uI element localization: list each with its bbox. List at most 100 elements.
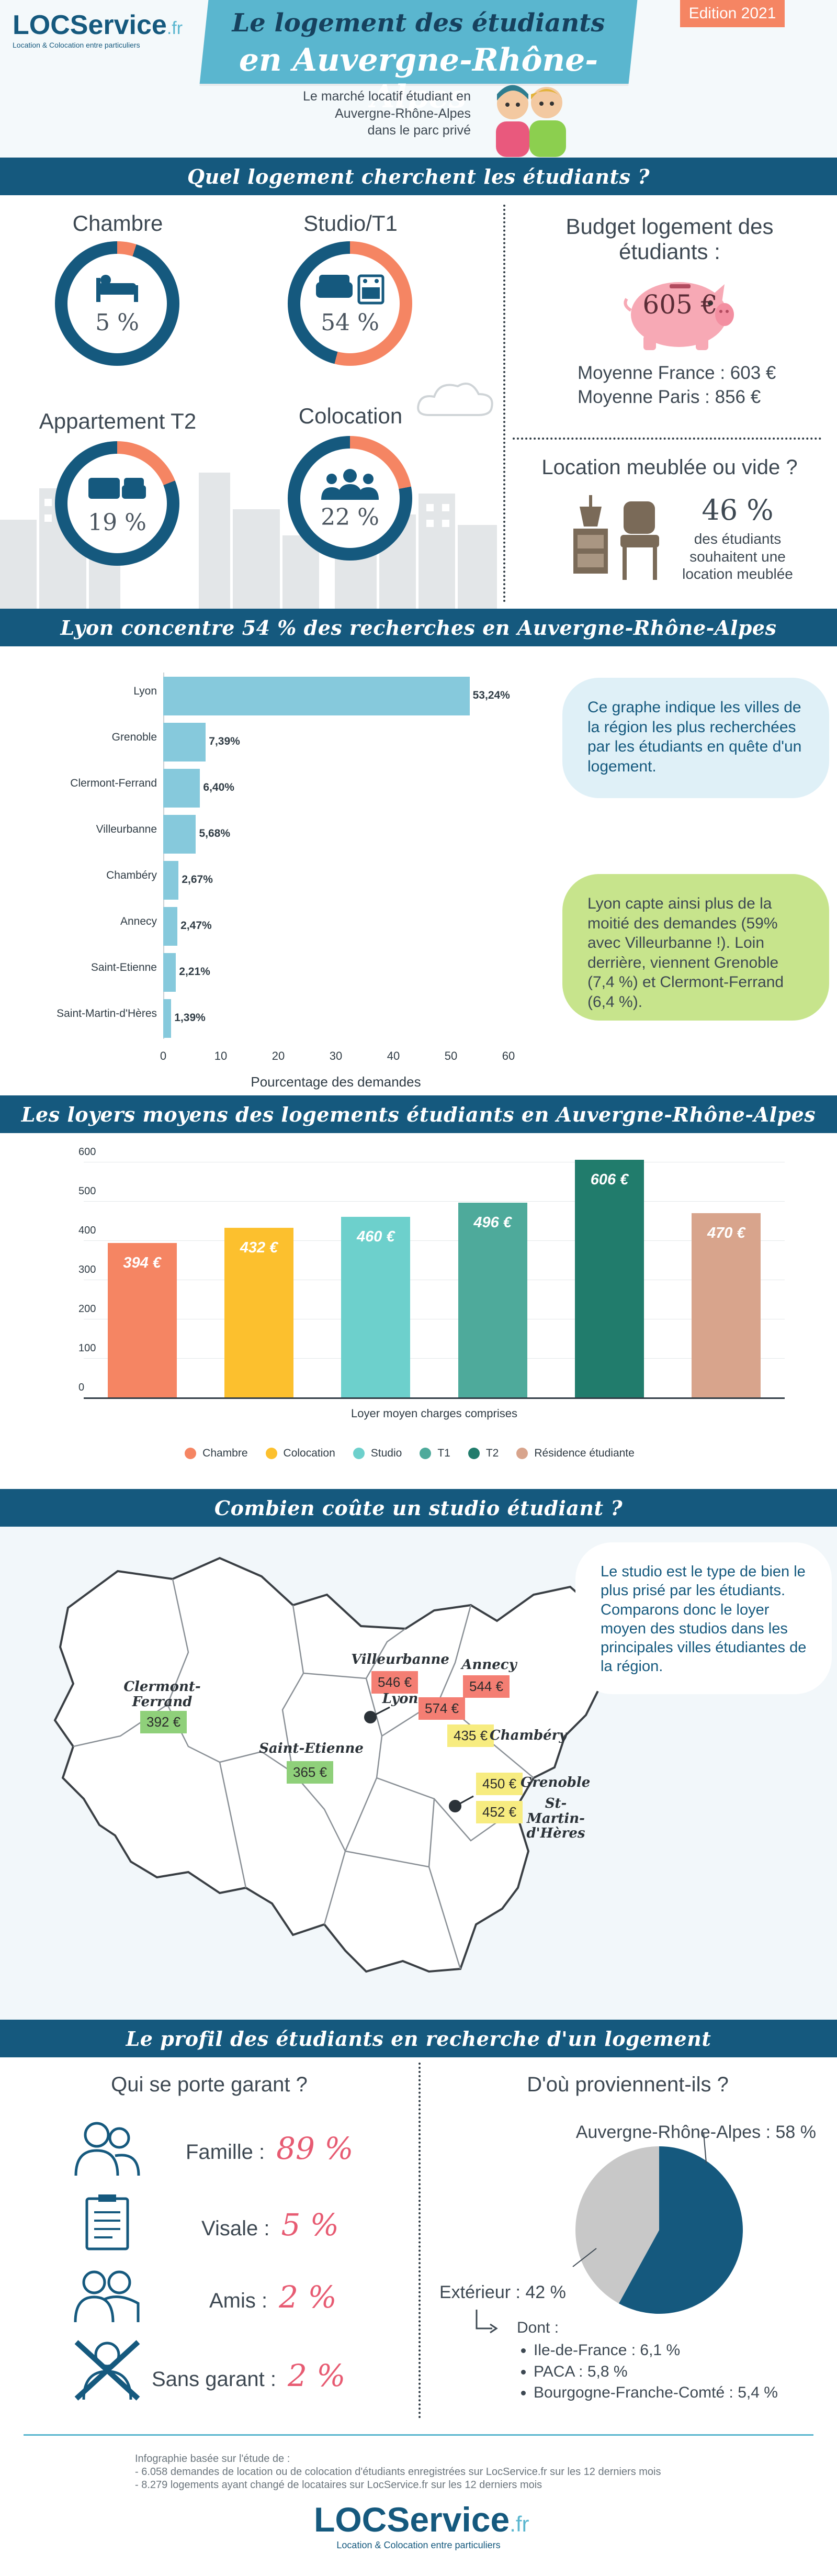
logo-main: LOCService: [13, 10, 167, 40]
bar-value-label: 53,24%: [472, 689, 510, 701]
bar-value-label: 460 €: [357, 1228, 395, 1245]
footer-logo-suffix: .fr: [510, 2512, 529, 2536]
y-tick-label: 100: [78, 1342, 96, 1354]
section5-banner: Le profil des étudiants en recherche d'u…: [0, 2020, 837, 2057]
city-demand-chart: Lyon 53,24% Grenoble 7,39% Clermont-Ferrand 6…: [0, 646, 555, 1096]
legend-item: T2: [468, 1447, 499, 1460]
donut-t2: 19 %: [55, 441, 179, 566]
bar: [163, 815, 196, 854]
logo-tagline: Location & Colocation entre particuliers: [13, 41, 140, 49]
type-label-t2: Appartement T2: [39, 409, 197, 433]
city-lyon: Lyon: [382, 1691, 418, 1707]
origin-title: D'où proviennent-ils ?: [527, 2073, 729, 2096]
budget-paris: Moyenne Paris : 856 €: [578, 387, 761, 407]
type-label-coloc: Colocation: [298, 404, 403, 428]
footer-note2: - 8.279 logements ayant changé de locata…: [135, 2479, 542, 2491]
y-tick-label: 600: [78, 1146, 96, 1158]
bar-value-label: 394 €: [123, 1254, 161, 1271]
bar-category-label: Saint-Etienne: [91, 961, 157, 973]
y-tick-label: 400: [78, 1225, 96, 1236]
footer-note-title: Infographie basée sur l'étude de :: [135, 2453, 290, 2465]
donut-value-studio: 54 %: [321, 309, 379, 336]
grid-line: [84, 1240, 785, 1241]
legend-swatch: [516, 1448, 528, 1460]
bar: [224, 1228, 293, 1397]
bar: [163, 769, 200, 808]
garant-family: Famille : 89 %: [186, 2131, 354, 2166]
furnished-text-line3: location meublée: [682, 566, 793, 583]
logo[interactable]: LOCService.fr Location & Colocation entr…: [13, 12, 183, 49]
chart-axis-y: [163, 673, 164, 1039]
bar: [163, 907, 178, 946]
footer-logo[interactable]: LOCService.fr Location & Colocation entr…: [314, 2500, 529, 2551]
bar-value-label: 2,67%: [182, 873, 213, 886]
piggy-bank-icon: [624, 282, 734, 350]
legend-swatch: [185, 1448, 197, 1460]
city-chambery: Chambéry: [490, 1728, 567, 1743]
city-clermont: Clermont-Ferrand: [123, 1679, 201, 1710]
garant-visale: Visale : 5 %: [201, 2207, 339, 2243]
donut-value-chambre: 5 %: [95, 309, 139, 336]
bar-value-label: 432 €: [240, 1239, 278, 1256]
legend-swatch: [265, 1448, 277, 1460]
furniture-icon: [573, 495, 659, 580]
legend-label: Chambre: [202, 1447, 248, 1459]
group-icon: [321, 469, 379, 500]
footer-logo-main: LOCService: [314, 2500, 510, 2539]
legend-item: Chambre: [185, 1447, 248, 1460]
y-tick-label: 0: [78, 1382, 85, 1393]
cloud-icon: [417, 383, 493, 416]
garant-title: Qui se porte garant ?: [111, 2073, 308, 2096]
footer-rule: [24, 2434, 813, 2436]
no-guarantor-icon: [74, 2340, 140, 2401]
garant-visale-value: 5 %: [281, 2207, 339, 2243]
bar-value-label: 6,40%: [203, 781, 234, 793]
city-st-martin: St-Martin-d'Hères: [526, 1796, 585, 1842]
x-tick-label: 50: [444, 1049, 458, 1062]
page-title-line1: Le logement des étudiants: [232, 8, 605, 38]
price-chambery: 435 €: [447, 1724, 494, 1747]
origin-list-item: Bourgogne-Franche-Comté : 5,4 %: [534, 2382, 778, 2404]
legend-label: Colocation: [283, 1447, 335, 1459]
subtitle-line1: Le marché locatif étudiant en: [302, 89, 471, 104]
bar: [163, 999, 172, 1038]
x-axis-label: Loyer moyen charges comprises: [351, 1407, 517, 1420]
price-st-martin: 452 €: [476, 1801, 523, 1823]
info-bubble-studio: Le studio est le type de bien le plus pr…: [575, 1542, 832, 1694]
furnished-text: des étudiants souhaitent une location me…: [680, 530, 795, 583]
bar: [575, 1159, 644, 1397]
page-title-line2: en Auvergne-Rhône-Alpes: [239, 42, 598, 115]
grid-line: [84, 1358, 785, 1359]
y-tick-label: 200: [78, 1303, 96, 1315]
legend-swatch: [468, 1448, 480, 1460]
city-grenoble: Grenoble: [521, 1775, 591, 1790]
city-villeurbanne: Villeurbanne: [351, 1652, 449, 1667]
section4-banner: Combien coûte un studio étudiant ?: [0, 1489, 837, 1527]
bed-sofa-icon: [88, 478, 146, 499]
section1: Chambre Studio/T1 Appartement T2 Colocat…: [0, 195, 837, 609]
legend-label: Studio: [370, 1447, 402, 1459]
bar: [692, 1213, 761, 1397]
price-lyon: 574 €: [418, 1697, 466, 1720]
legend-label: Résidence étudiante: [534, 1447, 635, 1459]
origin-pie: [572, 2132, 743, 2314]
footer-logo-tagline: Location & Colocation entre particuliers: [336, 2540, 501, 2550]
legend-swatch: [353, 1448, 365, 1460]
origin-ext: Extérieur : 42 %: [439, 2282, 566, 2302]
origin-dont: Dont :: [517, 2319, 559, 2336]
city-saint-etienne: Saint-Etienne: [259, 1741, 364, 1756]
furnished-value: 46 %: [702, 494, 774, 527]
bar-category-label: Lyon: [133, 685, 157, 697]
x-tick-label: 0: [160, 1049, 167, 1062]
budget-value: 605 €: [642, 289, 718, 320]
edition-badge: Edition 2021: [680, 0, 785, 27]
friends-icon: [74, 2270, 140, 2323]
sofa-stove-icon: [316, 274, 384, 305]
bar: [163, 723, 206, 761]
legend-label: T1: [437, 1447, 450, 1459]
header: LOCService.fr Location & Colocation entr…: [0, 0, 837, 157]
y-tick-label: 500: [78, 1185, 96, 1197]
subtitle: Le marché locatif étudiant en Auvergne-R…: [246, 88, 471, 139]
footer: Infographie basée sur l'étude de : - 6.0…: [0, 2424, 837, 2576]
